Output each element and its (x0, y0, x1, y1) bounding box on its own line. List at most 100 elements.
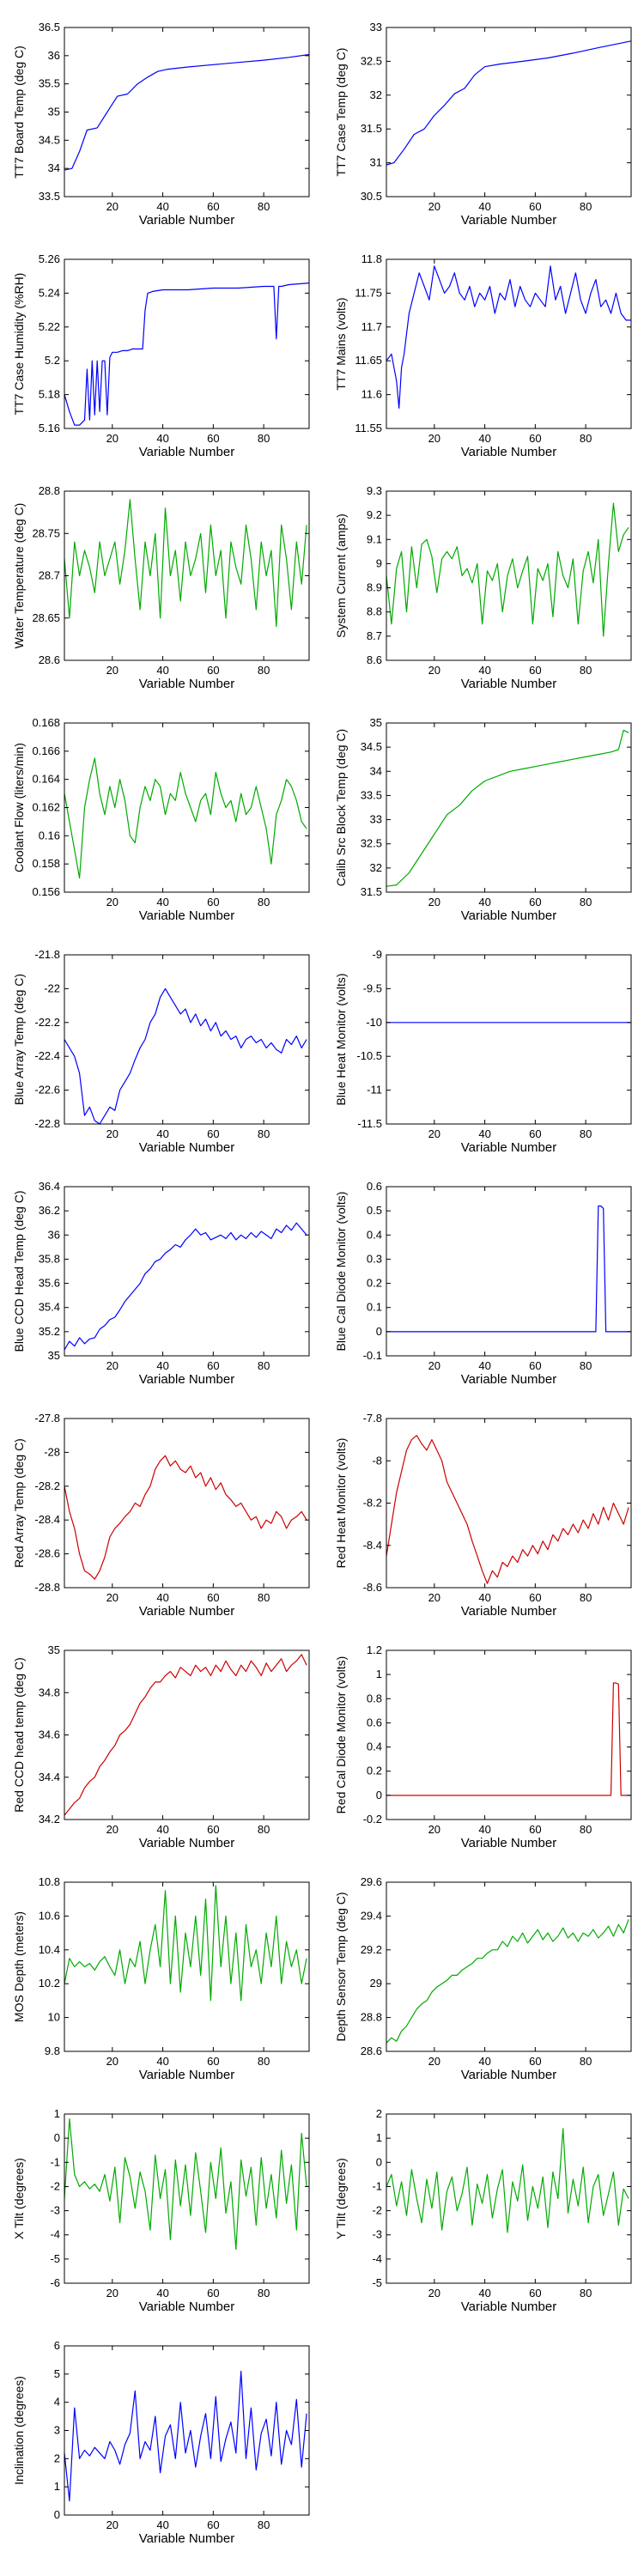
x-tick-label: 80 (580, 1823, 592, 1836)
x-tick-label: 20 (106, 432, 118, 445)
y-tick-label: 0 (376, 1789, 382, 1801)
y-tick-label: 9.2 (367, 508, 382, 521)
x-axis-label: Variable Number (139, 677, 234, 691)
y-tick-label: -10 (366, 1016, 382, 1029)
x-axis-label: Variable Number (461, 677, 556, 691)
y-tick-label: -8.4 (363, 1539, 382, 1552)
series-line (64, 757, 307, 879)
x-axis-label: Variable Number (139, 2531, 234, 2546)
y-tick-label: 36 (48, 49, 60, 62)
y-tick-label: -8.6 (363, 1581, 382, 1594)
x-tick-label: 60 (207, 1359, 219, 1372)
y-tick-label: -9.5 (363, 981, 382, 994)
y-tick-label: 33 (370, 813, 382, 826)
x-tick-label: 60 (207, 2287, 219, 2300)
y-tick-label: 29.2 (361, 1943, 382, 1956)
x-axis-label: Variable Number (461, 1372, 556, 1387)
x-tick-label: 80 (258, 2518, 270, 2531)
x-tick-label: 20 (428, 2055, 440, 2068)
x-tick-label: 40 (478, 1359, 490, 1372)
y-tick-label: -0.2 (363, 1813, 382, 1826)
y-axis-label: Inclination (degrees) (12, 2376, 26, 2485)
y-tick-label: 0.166 (32, 744, 60, 757)
y-tick-label: -21.8 (34, 948, 60, 961)
x-tick-label: 80 (258, 432, 270, 445)
y-tick-label: 34 (370, 764, 382, 777)
x-tick-label: 20 (428, 1591, 440, 1604)
y-tick-label: 34.8 (39, 1686, 60, 1698)
y-axis-label: Blue Array Temp (deg C) (12, 974, 26, 1105)
y-axis-label: Coolant Flow (liters/min) (12, 743, 26, 872)
chart-panel: -21.8 -22 -22.2 -22.4 -22.6 -22.8 20 40 60 80 Vari… (12, 948, 310, 1155)
y-tick-label: 32 (370, 88, 382, 101)
y-tick-label: 0.5 (367, 1204, 382, 1217)
y-tick-label: 1 (54, 2107, 60, 2120)
x-tick-label: 60 (207, 1127, 219, 1140)
x-tick-label: 40 (478, 2287, 490, 2300)
y-tick-label: 11.6 (361, 388, 382, 401)
y-tick-label: 36 (48, 1228, 60, 1241)
y-tick-label: 10 (48, 2011, 60, 2024)
x-tick-label: 80 (580, 2287, 592, 2300)
chart-panel: -7.8 -8 -8.2 -8.4 -8.6 20 40 60 80 Variable Numbe… (334, 1412, 632, 1619)
y-tick-label: 32 (370, 861, 382, 874)
y-tick-label: 9.8 (45, 2044, 60, 2057)
x-tick-label: 80 (580, 1591, 592, 1604)
x-axis-label: Variable Number (461, 1604, 556, 1619)
y-tick-label: 28.65 (32, 611, 60, 624)
x-tick-label: 40 (478, 1823, 490, 1836)
x-tick-label: 20 (106, 1823, 118, 1836)
y-tick-label: 0.2 (367, 1277, 382, 1290)
y-tick-label: 6 (54, 2339, 60, 2352)
axes-box (386, 2113, 632, 2284)
x-axis-label: Variable Number (139, 1604, 234, 1619)
x-tick-label: 60 (529, 1359, 541, 1372)
series-line (64, 2371, 307, 2502)
y-tick-label: -4 (50, 2228, 60, 2241)
y-axis-label: Blue CCD Head Temp (deg C) (12, 1190, 26, 1352)
series-line (64, 283, 310, 426)
y-axis-label: Red Array Temp (deg C) (12, 1438, 26, 1568)
y-tick-label: 0.4 (367, 1228, 382, 1241)
y-tick-label: 35 (370, 716, 382, 729)
y-tick-label: 1 (54, 2480, 60, 2493)
y-axis-label: TT7 Case Temp (deg C) (334, 48, 348, 177)
x-axis-label: Variable Number (461, 908, 556, 923)
y-tick-label: 0.4 (367, 1741, 382, 1753)
y-tick-label: 0.164 (32, 773, 60, 786)
y-tick-label: -28 (44, 1445, 60, 1458)
x-tick-label: 20 (428, 200, 440, 213)
x-tick-label: 60 (529, 200, 541, 213)
x-tick-label: 20 (428, 1359, 440, 1372)
x-tick-label: 80 (580, 200, 592, 213)
x-tick-label: 40 (478, 896, 490, 908)
x-axis-label: Variable Number (461, 2068, 556, 2082)
x-tick-label: 40 (478, 200, 490, 213)
x-tick-label: 40 (156, 2287, 168, 2300)
y-tick-label: 2 (376, 2107, 382, 2120)
y-tick-label: 9 (376, 556, 382, 569)
x-tick-label: 20 (106, 2287, 118, 2300)
y-tick-label: 1 (376, 2131, 382, 2144)
y-tick-label: 0.1 (367, 1301, 382, 1314)
y-tick-label: 28.75 (32, 526, 60, 539)
x-tick-label: 60 (529, 1823, 541, 1836)
x-axis-label: Variable Number (461, 1140, 556, 1155)
axes-box (386, 1649, 632, 1820)
y-tick-label: 29.6 (361, 1875, 382, 1888)
x-tick-label: 40 (156, 1591, 168, 1604)
chart-panel: 0.6 0.5 0.4 0.3 0.2 0.1 0 -0.1 20 40 60 80 Variable … (334, 1180, 632, 1387)
y-tick-label: 0.162 (32, 801, 60, 814)
y-axis-label: Blue Heat Monitor (volts) (334, 973, 348, 1105)
axes-box (64, 2113, 310, 2284)
y-tick-label: 35.5 (39, 77, 60, 90)
y-tick-label: 29.4 (361, 1909, 382, 1922)
y-tick-label: 36.5 (39, 21, 60, 33)
y-tick-label: 0.6 (367, 1716, 382, 1728)
y-tick-label: 34 (48, 161, 60, 174)
series-line (386, 40, 632, 166)
x-tick-label: 40 (478, 664, 490, 677)
y-tick-label: 36.2 (39, 1204, 60, 1217)
y-tick-label: -2 (372, 2204, 382, 2217)
chart-panel: 1 0 -1 -2 -3 -4 -5 -6 20 40 60 80 Variable Number X T… (12, 2107, 310, 2314)
